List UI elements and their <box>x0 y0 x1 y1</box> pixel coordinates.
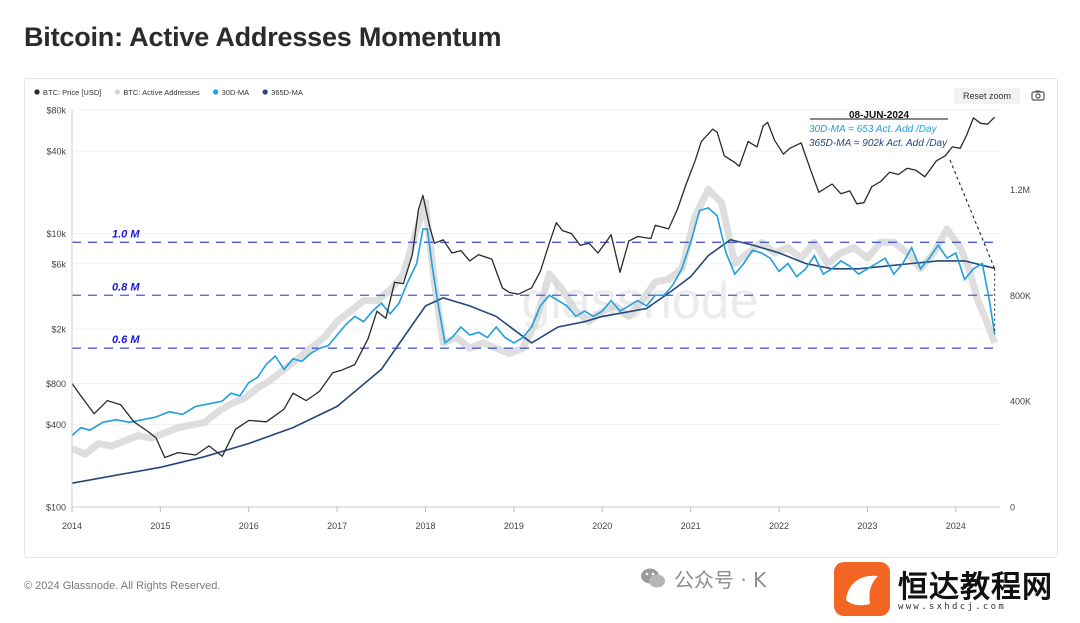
copyright: © 2024 Glassnode. All Rights Reserved. <box>24 580 221 592</box>
x-tick-label: 2024 <box>946 521 966 531</box>
threshold-label: 0.8 M <box>112 281 140 293</box>
legend-label: 365D-MA <box>271 88 303 97</box>
y-left-tick-label: $800 <box>46 379 66 389</box>
y-right-tick-label: 800K <box>1010 291 1031 301</box>
annotation-30d-ma: 30D-MA = 653 Act. Add /Day <box>809 124 938 135</box>
y-left-tick-label: $80k <box>46 106 66 116</box>
legend-label: BTC: Active Addresses <box>123 88 200 97</box>
x-tick-label: 2017 <box>327 521 347 531</box>
legend-marker <box>262 89 268 95</box>
x-tick-label: 2023 <box>857 521 877 531</box>
threshold-label: 0.6 M <box>112 334 140 346</box>
wechat-watermark: 公众号 · K <box>640 564 766 592</box>
annotation-date: 08-JUN-2024 <box>849 110 909 121</box>
chart-panel <box>24 78 1058 558</box>
threshold-label: 1.0 M <box>112 228 140 240</box>
series-btc-price <box>72 116 996 459</box>
x-tick-label: 2021 <box>681 521 701 531</box>
brand-watermark: 恒达教程网 www.sxhdcj.com <box>832 560 1072 618</box>
y-left-tick-label: $10k <box>46 229 66 239</box>
wechat-text: 公众号 · K <box>674 567 767 592</box>
x-tick-label: 2014 <box>62 521 82 531</box>
y-right-tick-label: 0 <box>1010 503 1015 513</box>
x-tick-label: 2016 <box>239 521 259 531</box>
x-tick-label: 2015 <box>150 521 170 531</box>
brand-logo-icon <box>834 562 890 616</box>
y-left-tick-label: $40k <box>46 147 66 157</box>
y-right-tick-label: 400K <box>1010 397 1031 407</box>
y-right-tick-label: 1.2M <box>1010 185 1030 195</box>
x-tick-label: 2018 <box>416 521 436 531</box>
x-tick-label: 2020 <box>592 521 612 531</box>
legend-marker <box>213 89 219 95</box>
legend-label: BTC: Price [USD] <box>43 88 101 97</box>
legend-marker <box>114 89 120 95</box>
legend-label: 30D-MA <box>222 88 250 97</box>
annotation-365d-ma: 365D-MA = 902k Act. Add /Day <box>809 138 948 149</box>
camera-icon[interactable] <box>1030 88 1046 102</box>
wechat-icon <box>641 568 665 588</box>
reset-zoom-button[interactable]: Reset zoom <box>954 88 1020 104</box>
y-left-tick-label: $400 <box>46 420 66 430</box>
page-title: Bitcoin: Active Addresses Momentum <box>24 22 502 52</box>
x-tick-label: 2019 <box>504 521 524 531</box>
brand-name: 恒达教程网 <box>898 570 1053 605</box>
annotation-leader-line <box>949 159 996 270</box>
y-left-tick-label: $6k <box>51 259 66 269</box>
series-365d-ma <box>72 238 995 484</box>
series-30d-ma <box>72 207 996 437</box>
series-active-addresses <box>72 185 998 458</box>
y-left-tick-label: $100 <box>46 503 66 513</box>
legend-marker <box>34 89 40 95</box>
brand-url: www.sxhdcj.com <box>898 602 1007 612</box>
y-left-tick-label: $2k <box>51 325 66 335</box>
x-tick-label: 2022 <box>769 521 789 531</box>
